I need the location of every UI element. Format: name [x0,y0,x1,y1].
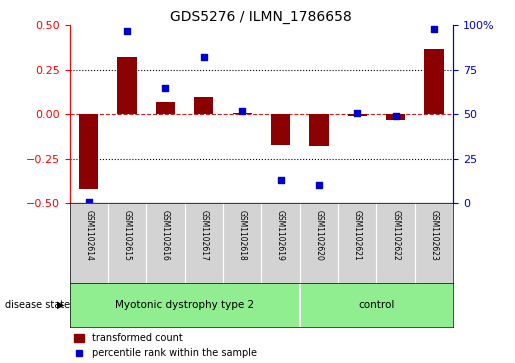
Text: ▶: ▶ [57,300,64,310]
Text: control: control [358,300,394,310]
Legend: transformed count, percentile rank within the sample: transformed count, percentile rank withi… [74,333,257,358]
Text: GSM1102614: GSM1102614 [84,210,93,261]
Point [84,199,93,204]
Text: GSM1102622: GSM1102622 [391,210,400,260]
Bar [348,114,367,116]
Bar [156,102,175,114]
Bar [194,97,213,114]
Point [353,110,362,115]
Text: GSM1102618: GSM1102618 [238,210,247,260]
Bar [79,114,98,189]
Bar [310,114,329,146]
Bar [70,283,300,327]
Text: GSM1102619: GSM1102619 [276,210,285,261]
Bar [424,49,443,114]
Point [123,28,131,34]
Text: GSM1102621: GSM1102621 [353,210,362,260]
Point [161,85,169,90]
Bar [300,283,453,327]
Bar [233,113,252,114]
Bar [271,114,290,144]
Point [200,54,208,60]
Point [315,183,323,188]
Title: GDS5276 / ILMN_1786658: GDS5276 / ILMN_1786658 [170,11,352,24]
Point [430,26,438,32]
Text: GSM1102620: GSM1102620 [315,210,323,261]
Point [391,113,400,119]
Text: Myotonic dystrophy type 2: Myotonic dystrophy type 2 [115,300,254,310]
Text: disease state: disease state [5,300,70,310]
Text: GSM1102615: GSM1102615 [123,210,131,261]
Bar [117,57,136,114]
Point [238,108,246,114]
Point [277,177,285,183]
Text: GSM1102623: GSM1102623 [430,210,438,261]
Text: GSM1102616: GSM1102616 [161,210,170,261]
Text: GSM1102617: GSM1102617 [199,210,208,261]
Bar [386,114,405,120]
